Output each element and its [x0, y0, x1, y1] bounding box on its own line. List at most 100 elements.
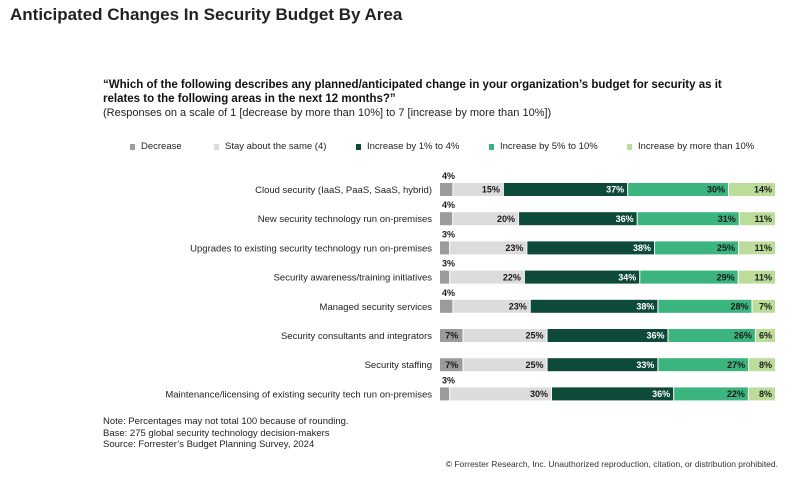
data-label: 11% [754, 272, 772, 282]
legend-label-increase-more-10: Increase by more than 10% [638, 141, 755, 152]
bar-segment-decrease [440, 329, 463, 342]
data-label: 31% [718, 214, 736, 224]
data-label: 11% [754, 214, 772, 224]
data-label: 36% [646, 331, 664, 341]
data-label: 23% [509, 302, 527, 312]
category-label: Maintenance/licensing of existing securi… [165, 389, 432, 400]
note-rounding: Note: Percentages may not total 100 beca… [103, 416, 349, 427]
scale-note: (Responses on a scale of 1 [decrease by … [103, 107, 552, 119]
data-label: 11% [754, 243, 772, 253]
bar-segment-inc_5_10 [655, 241, 739, 255]
copyright-notice: © Forrester Research, Inc. Unauthorized … [445, 459, 778, 469]
note-source: Source: Forrester’s Budget Planning Surv… [103, 439, 315, 450]
category-label: Security staffing [365, 360, 432, 371]
data-label: 22% [503, 272, 521, 282]
data-label: 4% [442, 200, 455, 210]
bar-segment-inc_5_10 [658, 358, 749, 372]
bar-segment-inc_more_10 [752, 299, 775, 313]
data-label: 36% [616, 214, 634, 224]
bar-segment-inc_1_4 [519, 212, 637, 226]
data-label: 23% [505, 243, 523, 253]
category-label: Security awareness/training initiatives [274, 273, 433, 284]
survey-question: “Which of the following describes any pl… [103, 79, 722, 105]
bar-segment-inc_more_10 [738, 270, 775, 284]
bar-segment-same [463, 329, 547, 342]
category-label: Upgrades to existing security technology… [190, 243, 432, 254]
bar-segment-same [453, 183, 503, 196]
legend-swatch-increase-5-10 [489, 143, 494, 150]
bar-segment-same [453, 299, 530, 313]
bar-segment-inc_more_10 [755, 329, 775, 342]
note-base: Base: 275 global security technology dec… [103, 427, 330, 439]
data-label: 38% [636, 302, 654, 312]
bar-segment-decrease [440, 299, 453, 313]
page-title: Anticipated Changes In Security Budget B… [10, 5, 403, 24]
data-label: 26% [734, 331, 752, 341]
bar-segment-inc_more_10 [749, 358, 775, 372]
bar-segment-inc_more_10 [739, 212, 775, 226]
legend-item-increase-more-10: Increase by more than 10% [627, 141, 754, 152]
bar-segment-decrease [440, 241, 450, 255]
legend-label-increase-5-10: Increase by 5% to 10% [500, 141, 598, 152]
bar-segment-same [450, 241, 527, 255]
bar-segment-inc_1_4 [552, 387, 674, 401]
data-label: 3% [442, 375, 455, 385]
data-label: 38% [633, 243, 651, 253]
bar-segment-inc_5_10 [674, 387, 748, 401]
bar-segment-inc_more_10 [739, 241, 775, 255]
bar-segment-decrease [440, 387, 450, 401]
bar-segment-inc_more_10 [748, 387, 775, 401]
bar-segment-inc_5_10 [637, 212, 739, 226]
data-label: 4% [442, 288, 455, 298]
data-label: 3% [442, 259, 455, 269]
data-label: 30% [707, 185, 725, 195]
data-label: 7% [445, 360, 458, 370]
legend-item-increase-1-4: Increase by 1% to 4% [356, 141, 459, 152]
bar-segment-inc_5_10 [668, 329, 755, 342]
data-label: 8% [759, 389, 772, 399]
category-label: New security technology run on-premises [258, 214, 432, 225]
data-label: 20% [497, 214, 515, 224]
data-label: 34% [618, 272, 636, 282]
category-label: Security consultants and integrators [281, 331, 432, 342]
data-label: 15% [482, 185, 500, 195]
legend-label-decrease: Decrease [141, 141, 182, 152]
bar-segment-inc_1_4 [524, 270, 640, 284]
bar-segment-inc_more_10 [728, 183, 775, 196]
data-label: 36% [652, 389, 670, 399]
legend-swatch-increase-1-4 [356, 143, 361, 150]
bar-segment-inc_5_10 [628, 183, 728, 196]
bar-segment-decrease [440, 270, 450, 284]
data-label: 6% [759, 331, 772, 341]
data-label: 3% [442, 229, 455, 239]
bar-segment-decrease [440, 212, 453, 226]
data-label: 4% [442, 171, 455, 181]
data-label: 7% [445, 331, 458, 341]
legend-item-increase-5-10: Increase by 5% to 10% [489, 141, 598, 152]
legend-item-decrease: Decrease [130, 141, 182, 152]
data-label: 33% [636, 360, 654, 370]
legend-swatch-decrease [130, 143, 135, 150]
category-label: Managed security services [320, 302, 433, 313]
bar-segment-inc_1_4 [527, 241, 655, 255]
data-label: 27% [727, 360, 745, 370]
data-label: 30% [530, 389, 548, 399]
legend-label-same: Stay about the same (4) [225, 141, 327, 152]
legend-swatch-same [214, 143, 219, 150]
category-label: Cloud security (IaaS, PaaS, SaaS, hybrid… [255, 185, 432, 196]
bar-segment-same [450, 387, 551, 401]
data-label: 25% [526, 360, 544, 370]
legend-label-increase-1-4: Increase by 1% to 4% [367, 141, 460, 152]
bar-segment-inc_1_4 [547, 358, 658, 372]
bar-segment-inc_1_4 [503, 183, 628, 196]
bar-segment-inc_5_10 [658, 299, 752, 313]
data-label: 22% [727, 389, 745, 399]
legend-swatch-increase-more-10 [627, 143, 632, 150]
bar-segment-inc_5_10 [640, 270, 738, 284]
data-label: 25% [526, 331, 544, 341]
data-label: 14% [754, 185, 772, 195]
bar-segment-inc_1_4 [530, 299, 658, 313]
data-label: 29% [717, 272, 735, 282]
chart-notes: Note: Percentages may not total 100 beca… [103, 416, 349, 451]
legend-item-same: Stay about the same (4) [214, 141, 326, 152]
